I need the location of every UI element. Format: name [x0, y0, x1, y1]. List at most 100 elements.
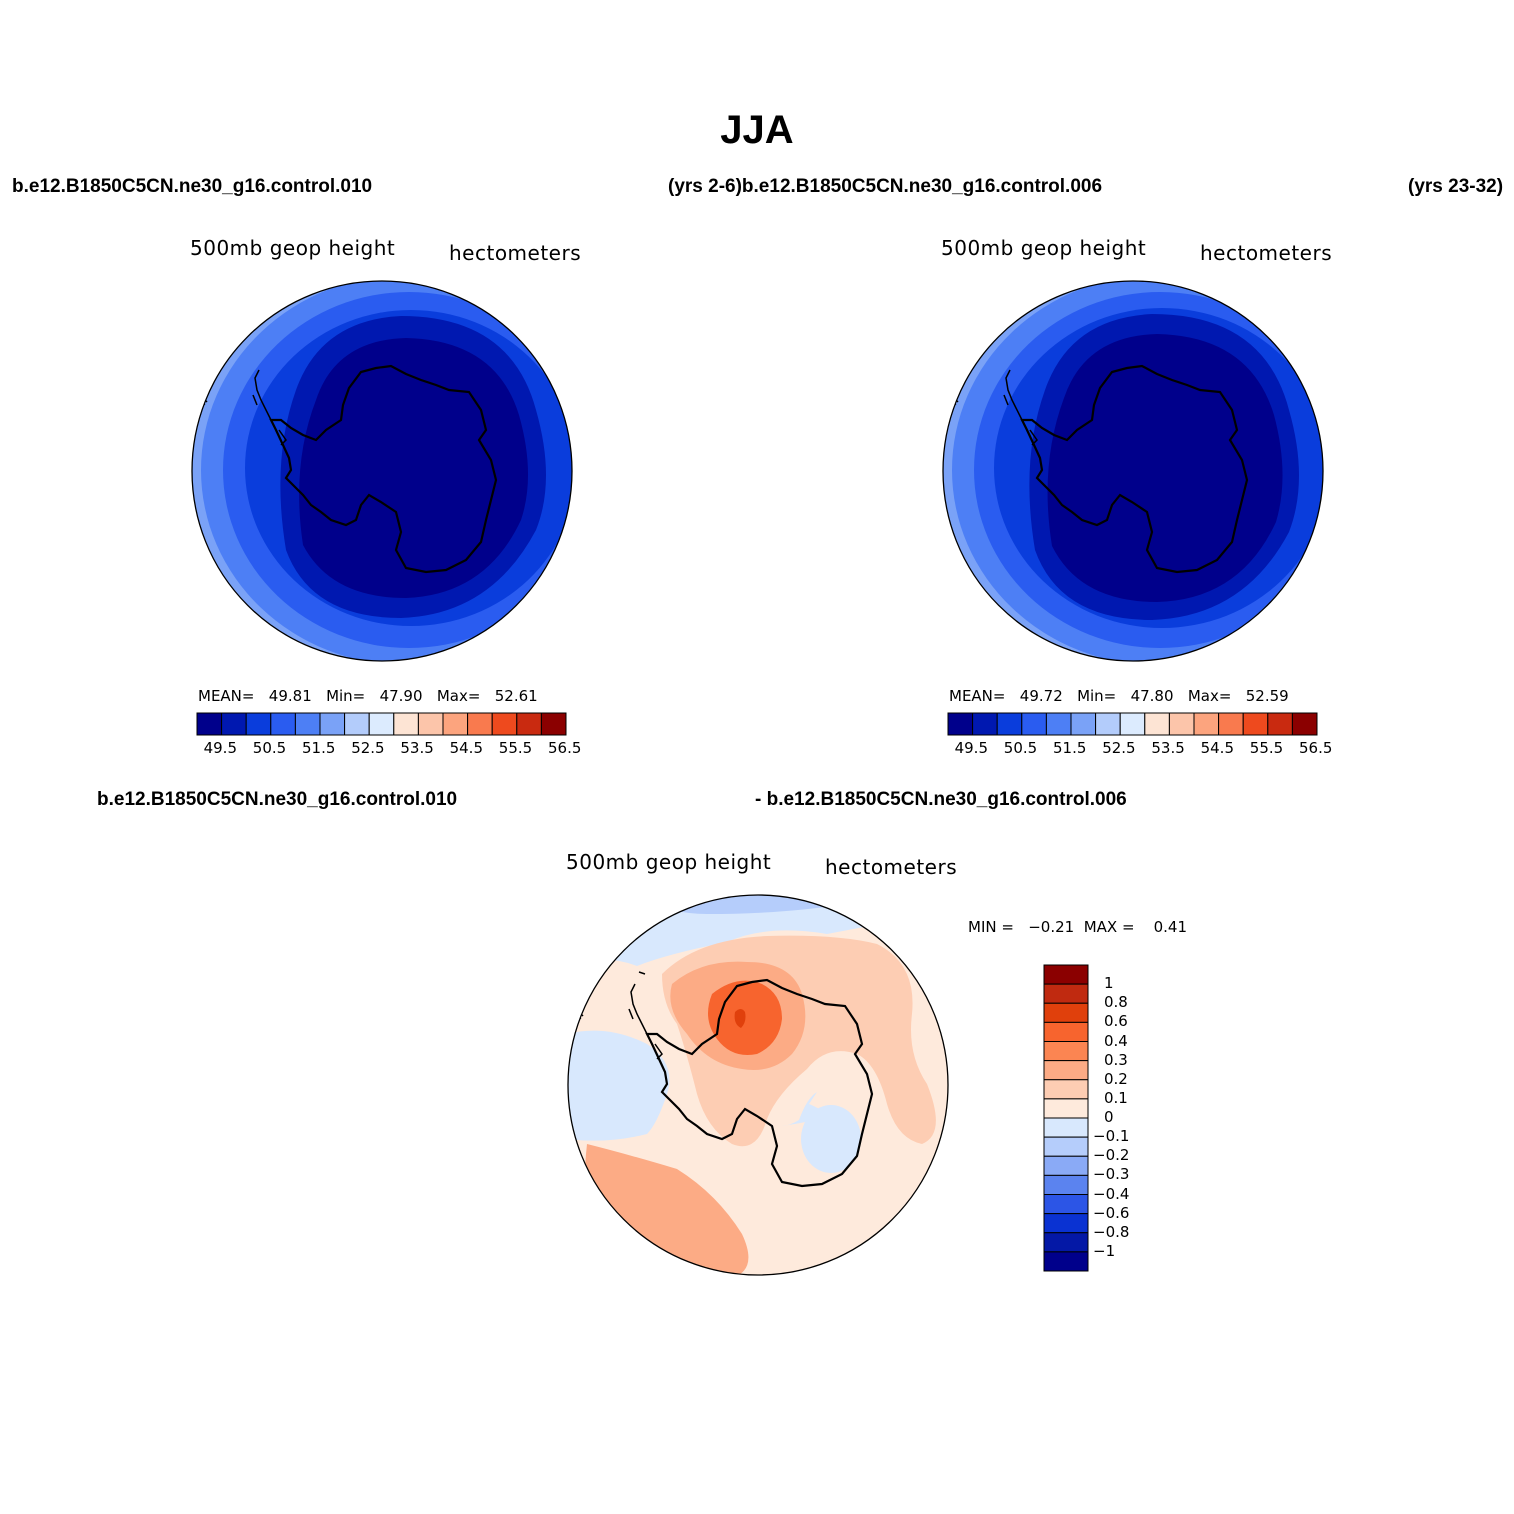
panel2-min-label: Min= [1077, 687, 1117, 705]
panel2-colorbar-swatch [1218, 712, 1244, 736]
years-label-right: (yrs 23-32) [1408, 176, 1504, 197]
panel2-colorbar-tick-label: 55.5 [1249, 739, 1284, 757]
panel2-colorbar-ticks: 49.5 50.5 51.5 52.5 53.5 54.5 55.5 56.5 [948, 739, 1333, 759]
panel3-colorbar-label: −0.2 [1093, 1146, 1130, 1165]
panel2-colorbar-swatch [1168, 712, 1195, 736]
panel3-colorbar-label: −0.4 [1093, 1184, 1130, 1203]
panel2-colorbar-tick-label: 52.5 [1102, 739, 1136, 757]
panel1-units-label: hectometers [449, 241, 582, 265]
panel2-mean-label: MEAN= [949, 687, 1006, 705]
panel1-colorbar-tick-label: 55.5 [498, 739, 533, 757]
panel3-colorbar-swatch [1043, 1232, 1089, 1253]
panel2-colorbar-tick-label: 50.5 [1003, 739, 1038, 757]
panel2-colorbar-swatch [1193, 712, 1220, 736]
panel3-colorbar-label: −0.6 [1093, 1203, 1130, 1222]
panel1-colorbar-swatch [294, 712, 321, 736]
panel1-min-label: Min= [326, 687, 366, 705]
panel2-colorbar-swatch [1095, 712, 1121, 736]
panel2-stats: MEAN= 49.72 Min= 47.80 Max= 52.59 [949, 687, 1289, 705]
panel1-colorbar-swatch [221, 712, 247, 736]
panel2-colorbar-swatch [972, 712, 998, 736]
panel3-colorbar-labels: 1 0.8 0.6 0.4 0.3 0.2 0.1 0 −0.1 −0.2 −0.3 −0.4 −0.6… [1093, 965, 1153, 1271]
figure-title: JJA [720, 108, 794, 152]
panel1-colorbar-tick-label: 54.5 [449, 739, 483, 757]
panel1-variable-label: 500mb geop height [190, 236, 396, 260]
panel2-colorbar-tick-label: 54.5 [1200, 739, 1234, 757]
diff-case-label-1: b.e12.B1850C5CN.ne30_g16.control.010 [97, 789, 458, 810]
panel2-colorbar-swatch [947, 712, 974, 736]
panel2-min-value: 47.80 [1130, 687, 1174, 705]
panel3-variable-label: 500mb geop height [566, 850, 772, 874]
panel1-colorbar-swatch [467, 712, 493, 736]
panel1-colorbar-tick-label: 53.5 [400, 739, 434, 757]
panel3-colorbar-label: 0.3 [1104, 1050, 1128, 1069]
panel3-coastline [645, 978, 874, 1188]
panel2-colorbar-swatch [1291, 712, 1318, 736]
panel2-coastline [1020, 364, 1249, 574]
panel3-colorbar-label: −1 [1093, 1241, 1116, 1260]
panel3-difference-map [567, 894, 949, 1276]
panel3-colorbar-swatch [1043, 1098, 1089, 1119]
panel3-units-label: hectometers [825, 855, 958, 879]
panel1-colorbar-tick-label: 50.5 [252, 739, 287, 757]
panel3-colorbar-swatch [1043, 983, 1089, 1004]
panel2-colorbar [947, 712, 1318, 736]
panel3-colorbar-swatch [1043, 1174, 1089, 1195]
panel3-colorbar-swatch [1043, 1117, 1089, 1138]
panel3-colorbar-label: −0.3 [1093, 1165, 1130, 1184]
panel1-colorbar-swatch [491, 712, 518, 736]
panel2-units-label: hectometers [1200, 241, 1333, 265]
panel1-colorbar-swatch [442, 712, 469, 736]
panel1-colorbar-tick-label: 49.5 [203, 739, 237, 757]
panel1-colorbar-swatch [393, 712, 419, 736]
case-label-2: (yrs 2-6)b.e12.B1850C5CN.ne30_g16.contro… [668, 176, 1103, 197]
panel3-colorbar-label: 0.6 [1104, 1012, 1128, 1031]
panel3-colorbar-swatch [1043, 1213, 1089, 1234]
panel3-colorbar-swatch [1043, 1194, 1089, 1215]
panel3-colorbar-label: −0.1 [1093, 1127, 1130, 1146]
panel2-colorbar-swatch [1045, 712, 1072, 736]
panel2-colorbar-swatch [1070, 712, 1097, 736]
panel1-mean-label: MEAN= [198, 687, 255, 705]
panel1-colorbar-swatch [245, 712, 272, 736]
panel1-min-value: 47.90 [379, 687, 423, 705]
panel1-colorbar-tick-label: 51.5 [302, 739, 336, 757]
panel3-minmax: MIN = −0.21 MAX = 0.41 [968, 918, 1188, 936]
panel3-colorbar-swatch [1043, 1060, 1089, 1081]
panel2-colorbar-swatch [1021, 712, 1047, 736]
panel3-colorbar-swatch [1043, 1021, 1089, 1042]
panel3-colorbar-label: −0.8 [1093, 1222, 1130, 1241]
panel2-colorbar-tick-label: 53.5 [1151, 739, 1185, 757]
panel1-colorbar-swatch [196, 712, 223, 736]
panel2-colorbar-swatch [1144, 712, 1170, 736]
panel3-colorbar-label: 0 [1104, 1108, 1114, 1126]
panel3-colorbar-swatch [1043, 1002, 1089, 1023]
panel2-colorbar-tick-label: 56.5 [1299, 739, 1333, 757]
panel3-colorbar-label: 0.2 [1104, 1069, 1128, 1088]
panel1-colorbar-swatch [319, 712, 346, 736]
panel3-colorbar-swatch [1043, 964, 1089, 985]
panel1-colorbar-ticks: 49.5 50.5 51.5 52.5 53.5 54.5 55.5 56.5 [197, 739, 582, 759]
panel2-variable-label: 500mb geop height [941, 236, 1147, 260]
panel2-colorbar-swatch [1267, 712, 1293, 736]
panel1-max-label: Max= [436, 687, 481, 705]
panel3-colorbar-swatch [1043, 1251, 1089, 1272]
panel2-mean-value: 49.72 [1019, 687, 1063, 705]
panel1-colorbar-tick-label: 52.5 [351, 739, 385, 757]
panel3-colorbar-swatch [1043, 1079, 1089, 1100]
panel1-colorbar [196, 712, 567, 736]
panel3-colorbar-label: 0.8 [1104, 993, 1128, 1012]
case-label-1: b.e12.B1850C5CN.ne30_g16.control.010 [12, 176, 373, 197]
panel2-colorbar-swatch [1119, 712, 1146, 736]
panel1-colorbar-swatch [540, 712, 567, 736]
panel1-colorbar-swatch [417, 712, 444, 736]
panel1-colorbar-swatch [516, 712, 542, 736]
panel2-max-label: Max= [1187, 687, 1232, 705]
panel2-colorbar-tick-label: 51.5 [1053, 739, 1087, 757]
panel2-colorbar-tick-label: 49.5 [954, 739, 988, 757]
panel1-coastline [269, 364, 498, 574]
panel3-colorbar-label: 0.1 [1104, 1088, 1128, 1107]
panel3-colorbar-swatch [1043, 1041, 1089, 1062]
panel1-stats: MEAN= 49.81 Min= 47.90 Max= 52.61 [198, 687, 538, 705]
panel1-colorbar-swatch [368, 712, 395, 736]
